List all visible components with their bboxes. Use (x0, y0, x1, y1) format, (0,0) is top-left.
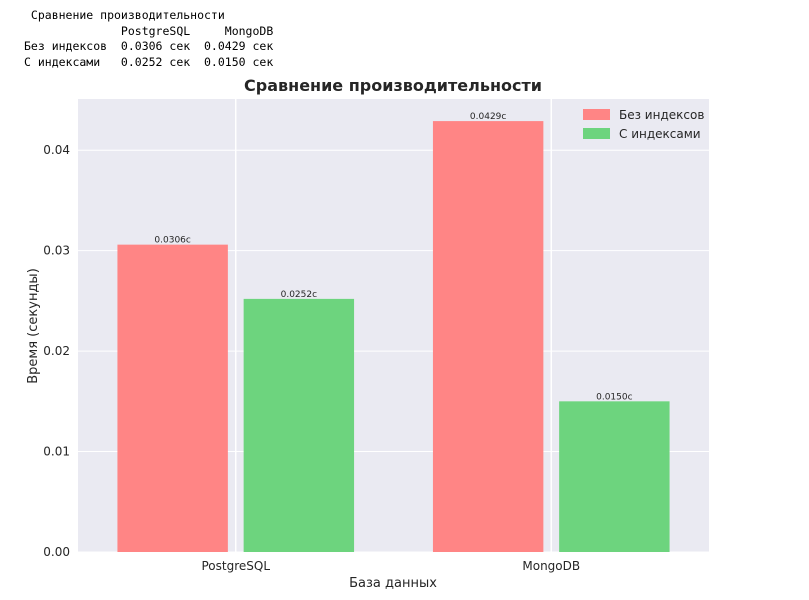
y-tick-label: 0.02 (43, 344, 70, 358)
y-axis-label: Время (секунды) (26, 268, 41, 384)
x-tick-label: MongoDB (522, 559, 580, 573)
bar (117, 244, 228, 553)
legend-swatch (583, 128, 610, 139)
output-line: PostgreSQL MongoDB (24, 23, 274, 38)
bar-value-label: 0.0429с (470, 112, 506, 122)
bar-value-label: 0.0306с (154, 236, 190, 246)
y-tick-label: 0.04 (43, 143, 70, 157)
bar-labels: 0.0306с 0.0429с 0.0252с 0.0150с (154, 112, 632, 402)
x-tick-label: PostgreSQL (201, 559, 270, 573)
x-ticks: PostgreSQL MongoDB (201, 559, 580, 573)
output-line: С индексами 0.0252 сек 0.0150 сек (24, 54, 274, 69)
y-tick-label: 0.03 (43, 244, 70, 258)
legend-label: С индексами (619, 127, 701, 141)
x-axis-label: База данных (349, 576, 437, 591)
y-tick-label: 0.01 (43, 445, 70, 459)
chart-title: Сравнение производительности (244, 76, 542, 95)
bar-value-label: 0.0150с (596, 392, 632, 402)
text-output: Сравнение производительности PostgreSQL … (24, 8, 273, 70)
output-line: Без индексов 0.0306 сек 0.0429 сек (24, 39, 274, 53)
bar (559, 401, 670, 552)
bars (117, 121, 670, 553)
legend-label: Без индексов (619, 108, 704, 122)
y-ticks: 0.00 0.01 0.02 0.03 0.04 (43, 143, 70, 559)
legend-swatch (583, 109, 610, 120)
bar-value-label: 0.0252с (281, 290, 317, 300)
legend: Без индексов С индексами (583, 108, 704, 141)
bar (243, 298, 355, 552)
bar (432, 121, 544, 552)
output-line: Сравнение производительности (24, 8, 225, 22)
y-tick-label: 0.00 (43, 545, 70, 559)
